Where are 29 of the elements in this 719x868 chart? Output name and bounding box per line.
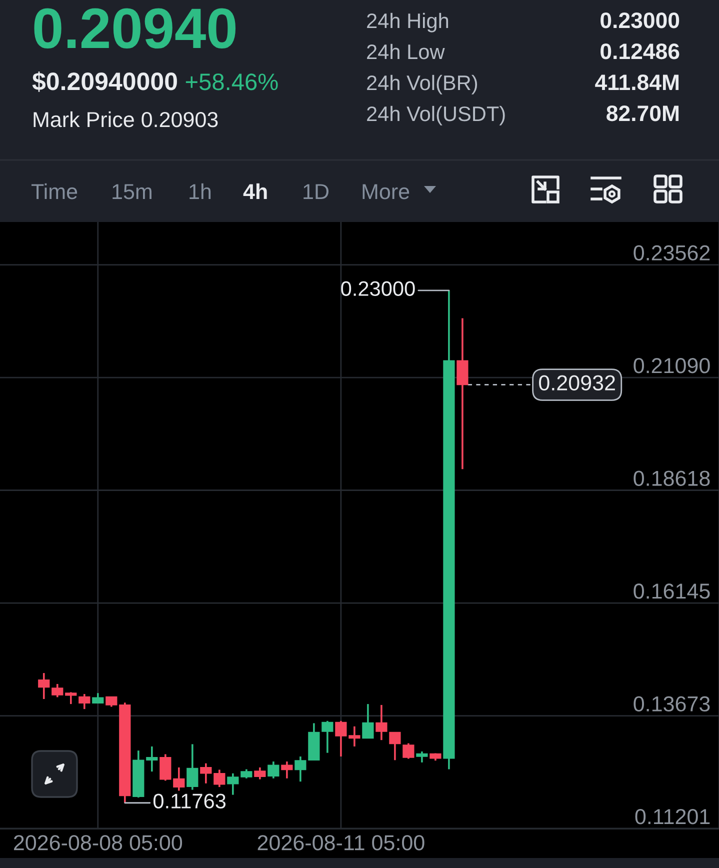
x-tick-label: 2026-08-11 05:00 xyxy=(258,835,424,850)
text: More xyxy=(362,184,410,200)
text: Mark Price 0.20903 xyxy=(34,111,218,128)
text: 24h Vol(BR) xyxy=(367,74,478,94)
text: 82.70M xyxy=(606,105,679,122)
text: 411.84M xyxy=(595,74,679,90)
text: 24h High xyxy=(367,12,448,32)
text: 15m xyxy=(112,184,152,200)
text: $0.20940000 xyxy=(32,71,177,92)
text: 0.20940 xyxy=(34,8,236,49)
ref-line-label: 0.20932 xyxy=(539,375,615,390)
y-tick-label: 0.21090 xyxy=(634,358,710,374)
y-tick-label: 0.18618 xyxy=(634,470,710,486)
text: 4h xyxy=(243,183,267,199)
annotation: 0.23000 xyxy=(341,281,415,296)
x-tick-label: 2026-08-08 05:00 xyxy=(14,835,182,850)
text: 24h Vol(USDT) xyxy=(367,106,505,126)
text: Time xyxy=(31,183,78,200)
y-tick-label: 0.23562 xyxy=(634,245,710,261)
y-tick-label: 0.11201 xyxy=(635,809,710,824)
text: 24h Low xyxy=(367,44,445,60)
y-tick-label: 0.13673 xyxy=(634,696,710,712)
text: 0.12486 xyxy=(600,43,680,60)
text: 1h xyxy=(190,183,211,199)
text: +58.46% xyxy=(186,74,278,90)
text: 1D xyxy=(304,184,328,199)
annotation: 0.11763 xyxy=(153,794,226,808)
text: 0.23000 xyxy=(600,12,680,28)
y-tick-label: 0.16145 xyxy=(634,584,710,599)
